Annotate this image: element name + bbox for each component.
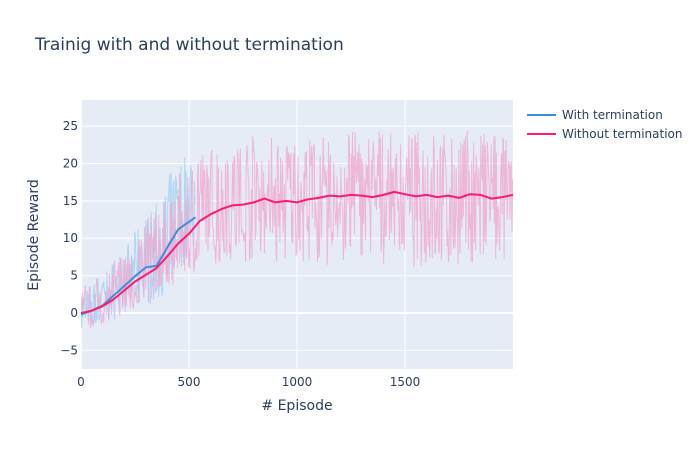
raw-trace-0 (81, 156, 196, 328)
smoothed-series-line-1 (81, 190, 513, 314)
x-tick-label: 500 (178, 375, 201, 389)
plot-content (81, 130, 513, 329)
x-axis-title: # Episode (261, 398, 332, 414)
y-tick-label: 10 (63, 231, 78, 245)
legend-item[interactable]: With termination (527, 108, 663, 122)
y-tick-label: 5 (70, 269, 78, 283)
raw-trace-1 (81, 130, 513, 329)
legend-label: Without termination (562, 127, 683, 141)
legend-item[interactable]: Without termination (527, 127, 683, 141)
x-tick-label: 0 (77, 375, 85, 389)
y-tick-label: −5 (60, 343, 78, 357)
y-axis-title: Episode Reward (26, 179, 42, 291)
chart-title: Trainig with and without termination (34, 35, 344, 55)
tick-labels: 0 500 1000 1500 −5 0 5 10 15 20 25 (60, 119, 420, 389)
y-tick-label: 25 (63, 119, 78, 133)
y-tick-label: 15 (63, 194, 78, 208)
x-tick-label: 1500 (390, 375, 421, 389)
y-tick-label: 20 (63, 157, 78, 171)
raw-series-line (81, 130, 513, 329)
legend-label: With termination (562, 108, 663, 122)
x-tick-label: 1000 (282, 375, 313, 389)
y-tick-label: 0 (70, 306, 78, 320)
legend[interactable]: With termination Without termination (527, 108, 683, 141)
raw-series-line (81, 156, 196, 328)
